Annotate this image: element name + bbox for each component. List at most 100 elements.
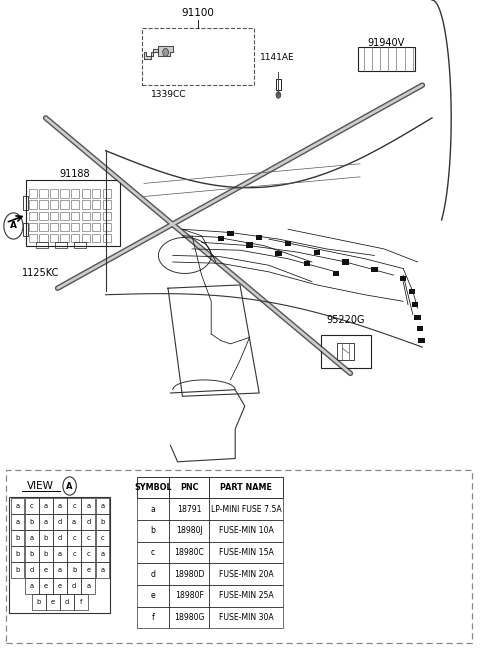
Bar: [25, 546, 38, 562]
Bar: [67, 562, 81, 578]
Bar: [53, 530, 67, 546]
Text: b: b: [15, 551, 20, 557]
Bar: [60, 234, 69, 242]
Bar: [169, 607, 209, 628]
Bar: [321, 335, 371, 368]
Bar: [96, 562, 109, 578]
Bar: [23, 223, 28, 236]
Text: FUSE-MIN 10A: FUSE-MIN 10A: [218, 527, 274, 535]
Bar: [25, 578, 38, 593]
Bar: [53, 546, 67, 562]
Bar: [11, 514, 24, 529]
Bar: [96, 514, 109, 529]
Text: PNC: PNC: [180, 483, 198, 492]
Bar: [169, 520, 209, 542]
Text: b: b: [151, 527, 156, 535]
Bar: [209, 477, 283, 498]
Bar: [81, 530, 95, 546]
Text: 18980F: 18980F: [175, 591, 204, 600]
Bar: [92, 223, 100, 231]
Bar: [25, 514, 38, 529]
Bar: [96, 546, 109, 562]
Text: e: e: [44, 583, 48, 589]
Bar: [228, 231, 233, 236]
Bar: [55, 242, 67, 248]
Text: d: d: [30, 567, 34, 573]
Bar: [96, 530, 109, 546]
Bar: [46, 594, 60, 610]
Bar: [137, 477, 169, 498]
Text: c: c: [72, 502, 76, 509]
Bar: [60, 212, 69, 220]
Bar: [67, 498, 81, 514]
Bar: [81, 514, 95, 529]
Text: c: c: [101, 534, 104, 541]
Text: 91940V: 91940V: [368, 37, 405, 48]
Text: a: a: [100, 502, 105, 509]
Bar: [169, 542, 209, 563]
Bar: [419, 338, 425, 343]
Bar: [92, 234, 100, 242]
Text: a: a: [100, 551, 105, 557]
Text: b: b: [100, 519, 105, 525]
Bar: [74, 242, 86, 248]
Text: c: c: [72, 551, 76, 557]
Text: FUSE-MIN 30A: FUSE-MIN 30A: [219, 613, 273, 622]
Circle shape: [163, 48, 168, 56]
Bar: [26, 180, 120, 246]
Text: c: c: [72, 534, 76, 541]
Bar: [142, 28, 254, 85]
Bar: [96, 498, 109, 514]
Bar: [412, 302, 419, 307]
Bar: [39, 189, 48, 198]
Text: e: e: [58, 583, 62, 589]
Bar: [82, 189, 90, 198]
Text: a: a: [100, 567, 105, 573]
Bar: [276, 251, 281, 256]
Bar: [67, 530, 81, 546]
Bar: [9, 497, 110, 613]
Bar: [82, 234, 90, 242]
Bar: [6, 470, 472, 643]
Circle shape: [276, 92, 281, 98]
Text: c: c: [30, 502, 34, 509]
Bar: [50, 189, 58, 198]
Bar: [71, 223, 79, 231]
Text: d: d: [86, 519, 90, 525]
Bar: [67, 578, 81, 593]
Bar: [82, 212, 90, 220]
Bar: [209, 607, 283, 628]
Text: 18980G: 18980G: [174, 613, 204, 622]
Text: b: b: [15, 534, 20, 541]
Bar: [71, 234, 79, 242]
Text: VIEW: VIEW: [27, 481, 54, 491]
Bar: [169, 477, 209, 498]
Bar: [137, 563, 169, 585]
Bar: [29, 189, 37, 198]
Bar: [372, 267, 378, 272]
Text: b: b: [30, 551, 34, 557]
Bar: [50, 212, 58, 220]
Text: 91188: 91188: [59, 168, 90, 179]
Text: e: e: [51, 599, 55, 605]
Bar: [29, 212, 37, 220]
Text: a: a: [44, 502, 48, 509]
Bar: [39, 514, 53, 529]
Text: a: a: [15, 502, 20, 509]
Bar: [333, 271, 339, 276]
Bar: [39, 546, 53, 562]
Bar: [39, 234, 48, 242]
Text: FUSE-MIN 15A: FUSE-MIN 15A: [218, 548, 274, 557]
Text: 1125KC: 1125KC: [22, 268, 60, 278]
Polygon shape: [144, 46, 173, 59]
Bar: [60, 594, 74, 610]
Text: a: a: [58, 567, 62, 573]
Text: 18980J: 18980J: [176, 527, 203, 535]
Bar: [71, 189, 79, 198]
Bar: [53, 514, 67, 529]
Text: SYMBOL: SYMBOL: [134, 483, 172, 492]
Bar: [50, 234, 58, 242]
Bar: [209, 542, 283, 563]
Bar: [29, 223, 37, 231]
Bar: [209, 498, 283, 520]
